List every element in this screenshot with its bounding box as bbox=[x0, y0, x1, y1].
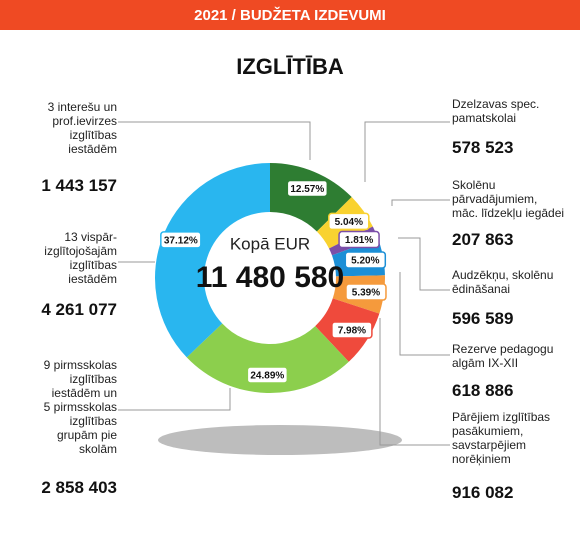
percent-box bbox=[331, 321, 373, 339]
percent-box bbox=[286, 179, 329, 198]
amount-label: 2 858 403 bbox=[41, 478, 117, 497]
percent-label: 5.04% bbox=[335, 217, 363, 228]
percent-label: 5.39% bbox=[352, 288, 380, 299]
percent-box bbox=[338, 230, 380, 249]
amount-label: 4 261 077 bbox=[41, 300, 117, 319]
leader-line bbox=[118, 388, 231, 411]
amount-label: 207 863 bbox=[452, 230, 514, 249]
header-bar bbox=[0, 0, 580, 30]
category-label: 9 pirmsskolas izglītības iestādēm un 5 p… bbox=[43, 358, 117, 456]
percent-label: 12.57% bbox=[290, 184, 324, 195]
amount-label: 578 523 bbox=[452, 138, 514, 157]
percent-label: 24.89% bbox=[250, 371, 284, 382]
header: 2021 / BUDŽETA IZDEVUMI bbox=[194, 6, 386, 24]
chart-title: IZGLĪTĪBA bbox=[236, 54, 344, 79]
leader-line bbox=[399, 272, 450, 356]
leader-line bbox=[118, 121, 311, 160]
category-label: Pārējiem izglītības pasākumiem, savstarp… bbox=[452, 410, 551, 466]
percent-label: 5.20% bbox=[351, 256, 379, 267]
percent-label: 7.98% bbox=[338, 326, 366, 337]
percent-box bbox=[345, 283, 387, 301]
category-label: Skolēnu pārvadājumiem, māc. līdzekļu ieg… bbox=[452, 178, 565, 220]
total-value: 11 480 580 bbox=[196, 261, 345, 294]
leader-line bbox=[379, 318, 450, 446]
category-label: Rezerve pedagogu algām IX-XII bbox=[452, 342, 554, 370]
percent-label: 1.81% bbox=[345, 235, 373, 246]
leader-lines bbox=[118, 121, 450, 446]
leader-line bbox=[398, 237, 450, 291]
amount-label: 916 082 bbox=[452, 483, 514, 502]
percent-box bbox=[246, 366, 289, 384]
category-label: Dzelzavas spec. pamatskolai bbox=[452, 97, 540, 125]
donut-slice bbox=[186, 323, 349, 393]
total-label: Kopā EUR bbox=[230, 234, 310, 253]
percent-box bbox=[328, 212, 370, 231]
category-label: 3 interešu un prof.ievirzes izglītības i… bbox=[47, 100, 117, 156]
amount-label: 618 886 bbox=[452, 381, 514, 400]
leader-line bbox=[364, 121, 450, 182]
donut-slice bbox=[154, 163, 270, 358]
amount-label: 1 443 157 bbox=[41, 176, 117, 195]
category-label: Audzēkņu, skolēnu ēdināšanai bbox=[452, 268, 554, 296]
amount-label: 596 589 bbox=[452, 309, 514, 328]
percent-box bbox=[344, 251, 387, 269]
category-label: 13 vispār- izglītojošajām izglītības ies… bbox=[44, 230, 117, 286]
percent-label: 37.12% bbox=[164, 235, 198, 246]
leader-line bbox=[391, 199, 450, 206]
shadow bbox=[158, 425, 402, 455]
percent-box bbox=[160, 231, 202, 249]
